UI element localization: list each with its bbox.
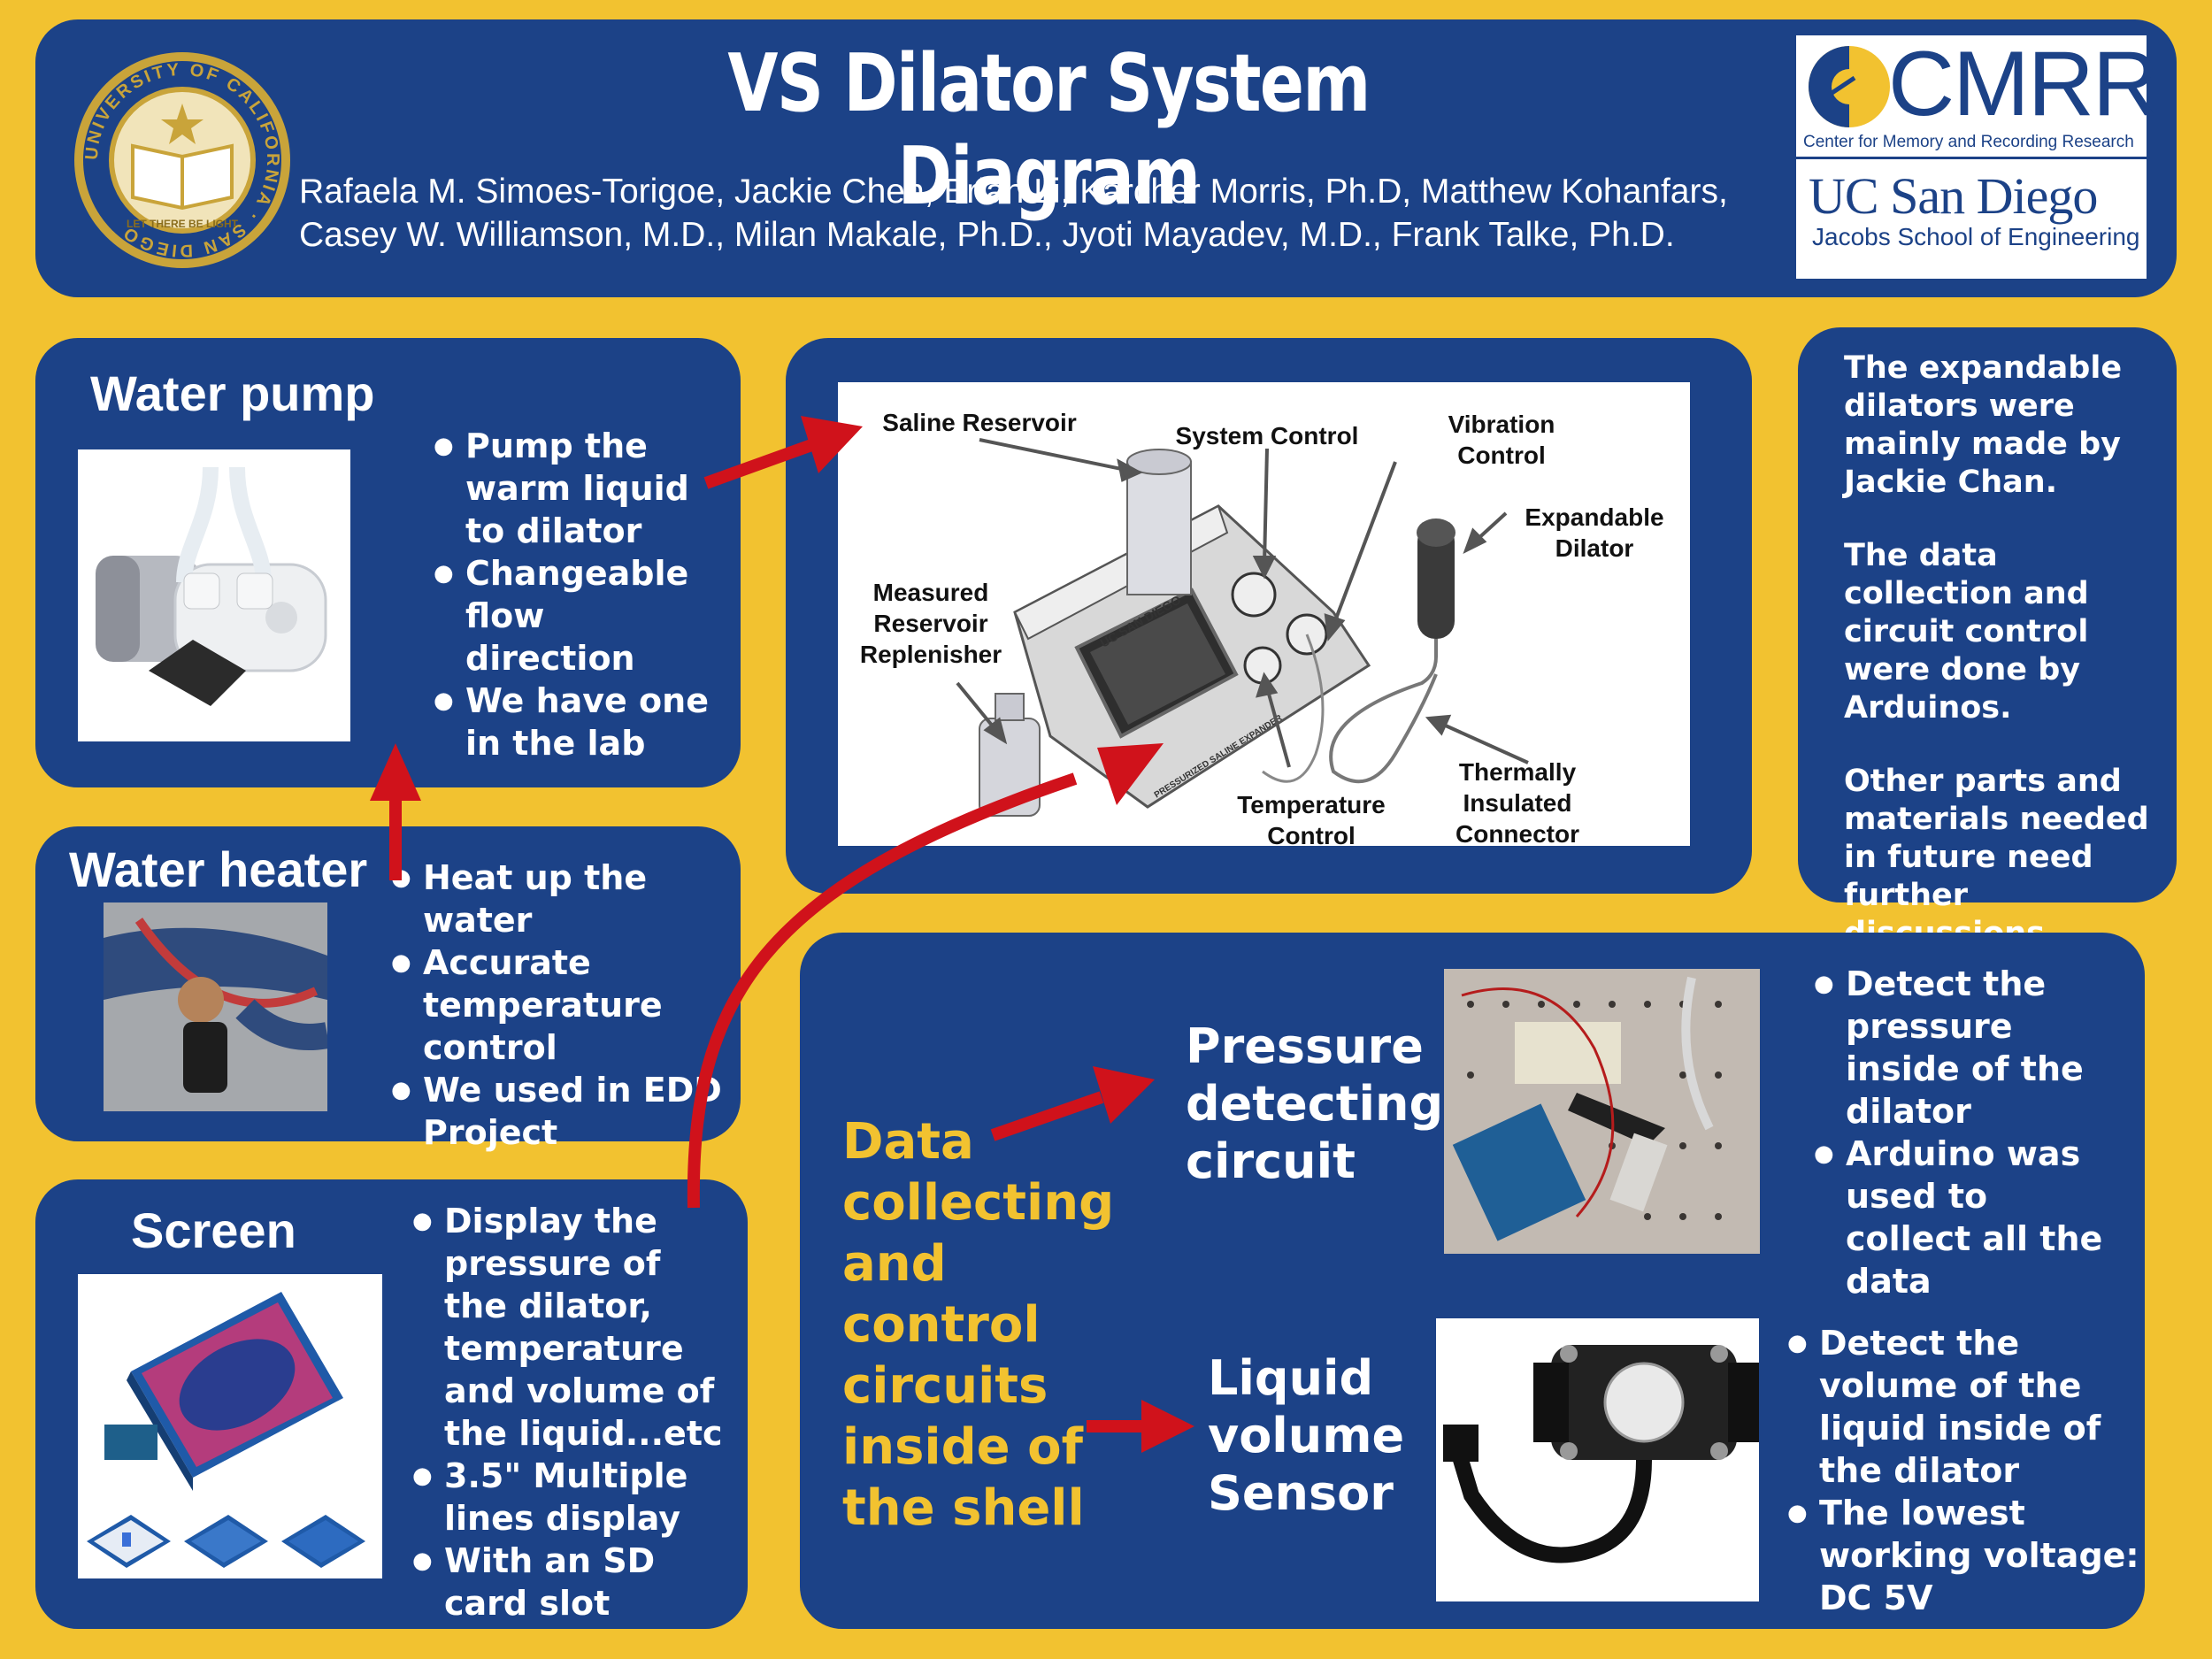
list-item: We have one in the lab — [434, 680, 726, 764]
label-expandable-dilator-1: Expandable — [1525, 503, 1663, 531]
label-system-control: System Control — [1176, 422, 1359, 449]
screen-title: Screen — [131, 1202, 296, 1258]
list-item: Detect the pressure inside of the dilato… — [1814, 963, 2115, 1133]
ucsd-logo-text: UC San Diego — [1809, 167, 2098, 225]
label-thermally-3: Connector — [1455, 820, 1579, 846]
water-heater-title: Water heater — [69, 841, 368, 897]
screen-bullets: Display the pressure of the dilator, tem… — [412, 1200, 731, 1624]
label-expandable-dilator-2: Dilator — [1555, 534, 1634, 562]
seal-motto: LET THERE BE LIGHT — [127, 218, 239, 230]
liquid-bullets: Detect the volume of the liquid inside o… — [1787, 1322, 2141, 1619]
label-saline-reservoir: Saline Reservoir — [882, 409, 1077, 436]
water-heater-bullets: Heat up the water Accurate temperature c… — [391, 856, 732, 1154]
liquid-title: Liquid volume Sensor — [1208, 1350, 1405, 1521]
list-item: Arduino was used to collect all the data — [1814, 1133, 2115, 1302]
pressure-bullets: Detect the pressure inside of the dilato… — [1814, 963, 2115, 1302]
list-item: We used in EDD Project — [391, 1069, 732, 1154]
list-item: Heat up the water — [391, 856, 732, 941]
pressure-title: Pressure detecting circuit — [1186, 1018, 1444, 1189]
screen-photo — [78, 1274, 382, 1578]
side-note: The expandable dilators were mainly made… — [1844, 350, 2123, 500]
label-vibration-control-1: Vibration — [1448, 411, 1555, 438]
side-notes: The expandable dilators were mainly made… — [1844, 349, 2162, 988]
list-item: Accurate temperature control — [391, 941, 732, 1069]
cmrr-logo-text: CMRR — [1888, 33, 2159, 135]
water-pump-title: Water pump — [90, 365, 375, 421]
list-item: Detect the volume of the liquid inside o… — [1787, 1322, 2141, 1492]
list-item: 3.5" Multiple lines display — [412, 1455, 731, 1540]
list-item: Pump the warm liquid to dilator — [434, 425, 726, 552]
university-seal: UNIVERSITY OF CALIFORNIA · SAN DIEGO LET… — [71, 49, 294, 272]
water-heater-photo — [104, 902, 327, 1111]
side-note: The data collection and circuit control … — [1844, 538, 2089, 726]
page-title: VS Dilator System Diagram — [727, 37, 1371, 223]
list-item: Display the pressure of the dilator, tem… — [412, 1200, 731, 1455]
label-measured-2: Reservoir — [873, 610, 987, 637]
authors-line-1: Rafaela M. Simoes-Torigoe, Jackie Chen, … — [299, 173, 1728, 211]
label-thermally-1: Thermally — [1459, 758, 1577, 786]
label-temperature-2: Control — [1267, 822, 1356, 846]
ucsd-subtitle: Jacobs School of Engineering — [1812, 223, 2140, 250]
label-thermally-2: Insulated — [1463, 789, 1572, 817]
cmrr-subtitle: Center for Memory and Recording Research — [1803, 133, 2134, 151]
label-vibration-control-2: Control — [1457, 442, 1546, 469]
authors-line-2: Casey W. Williamson, M.D., Milan Makale,… — [299, 216, 1675, 254]
label-temperature-1: Temperature — [1237, 791, 1386, 818]
side-note: Other parts and materials needed in futu… — [1844, 764, 2149, 951]
list-item: The lowest working voltage: DC 5V — [1787, 1492, 2141, 1619]
liquid-sensor-photo — [1436, 1318, 1759, 1601]
label-measured-3: Replenisher — [860, 641, 1002, 668]
label-measured-1: Measured — [873, 579, 989, 606]
pressure-circuit-photo — [1444, 969, 1760, 1254]
water-pump-photo — [78, 449, 350, 741]
list-item: With an SD card slot — [412, 1540, 731, 1624]
water-pump-bullets: Pump the warm liquid to dilator Changeab… — [434, 425, 726, 764]
cmrr-logo: CMRR Center for Memory and Recording Res… — [1796, 35, 2159, 157]
list-item: Changeable flow direction — [434, 552, 726, 680]
system-diagram: UC SAN DIEGO PRESSURIZED SALINE EXPANDER — [838, 382, 1690, 849]
circuits-heading: Data collecting and control circuits ins… — [842, 1113, 1115, 1537]
side-notes-panel — [1798, 327, 2177, 902]
ucsd-logo: UC San Diego Jacobs School of Engineerin… — [1796, 159, 2147, 279]
